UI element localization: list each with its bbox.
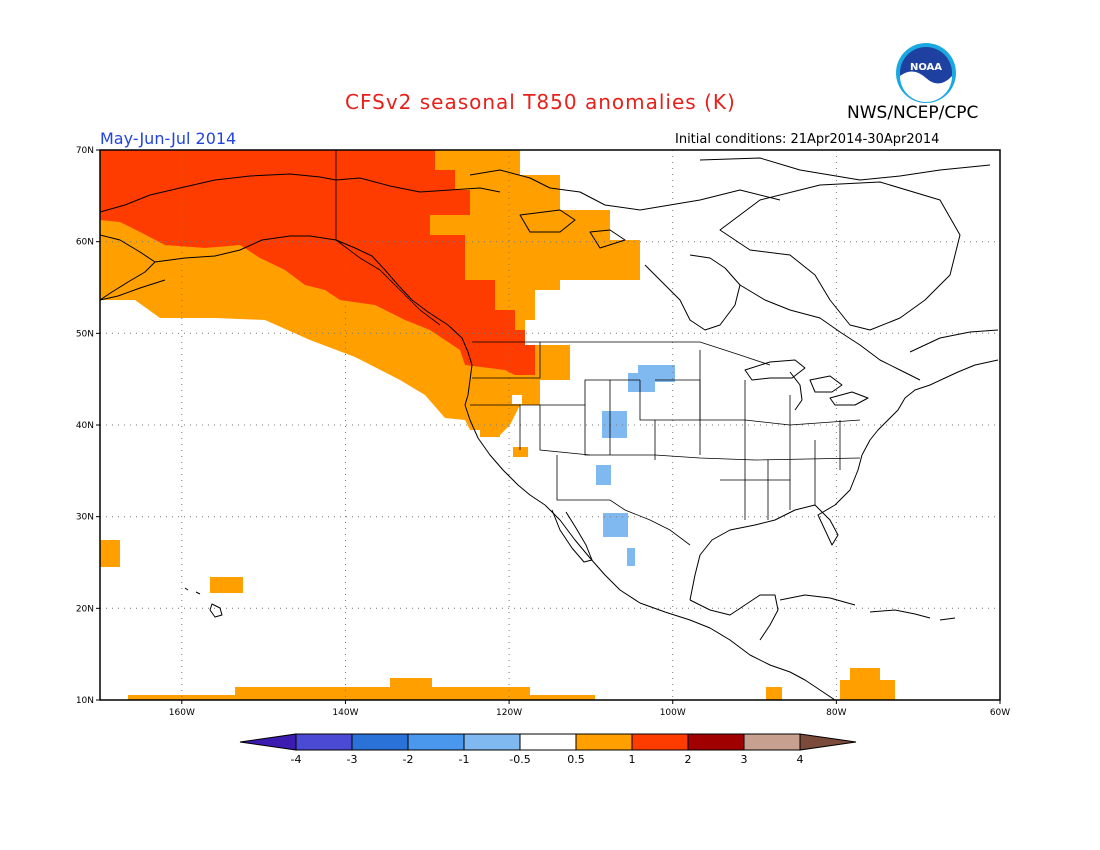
colorbar-label: 3 [741,753,748,766]
political-boundaries [335,150,861,546]
longitude-label: 100W [660,708,686,718]
colorbar-label: -2 [403,753,414,766]
longitude-label: 60W [990,708,1010,718]
longitude-label: 120W [496,708,522,718]
longitude-label: 80W [826,708,846,718]
logo-text: NOAA [910,62,942,73]
latitude-label: 30N [76,513,94,523]
initial-conditions: Initial conditions: 21Apr2014-30Apr2014 [675,132,940,147]
colorbar-label: 4 [797,753,804,766]
latitude-label: 10N [76,696,94,706]
latitude-label: 70N [76,146,94,156]
longitude-labels: 160W 140W 120W 100W 80W 60W [169,700,1010,718]
latitude-labels: 70N 60N 50N 40N 30N 20N 10N [76,146,100,706]
warm-anomaly-region-strong [100,150,535,375]
coastlines [100,157,999,700]
longitude-label: 160W [169,708,195,718]
chart-title: CFSv2 seasonal T850 anomalies (K) [345,90,736,114]
colorbar-label: 1 [629,753,636,766]
colorbar-swatch [575,733,633,751]
colorbar-swatch [519,733,577,751]
latitude-label: 20N [76,604,94,614]
colorbar-label: -3 [347,753,358,766]
colorbar-swatch [407,733,465,751]
graticule [100,150,1000,700]
colorbar-label: -0.5 [509,753,530,766]
agency-label: NWS/NCEP/CPC [847,103,979,123]
colorbar-arrow-low [239,733,297,751]
colorbar-label: 0.5 [567,753,585,766]
latitude-label: 40N [76,421,94,431]
colorbar-swatch [351,733,409,751]
colorbar-swatch [295,733,353,751]
colorbar-label: -1 [459,753,470,766]
longitude-label: 140W [332,708,358,718]
colorbar-label: 2 [685,753,692,766]
colorbar-label: -4 [291,753,302,766]
colorbar-swatch [743,733,801,751]
latitude-label: 60N [76,238,94,248]
colorbar-swatch [463,733,521,751]
colorbar-arrow-high [799,733,857,751]
latitude-label: 50N [76,329,94,339]
forecast-period: May-Jun-Jul 2014 [100,129,237,148]
colorbar-swatch [687,733,745,751]
colorbar-swatch [631,733,689,751]
noaa-logo-icon: NOAA [896,43,956,103]
